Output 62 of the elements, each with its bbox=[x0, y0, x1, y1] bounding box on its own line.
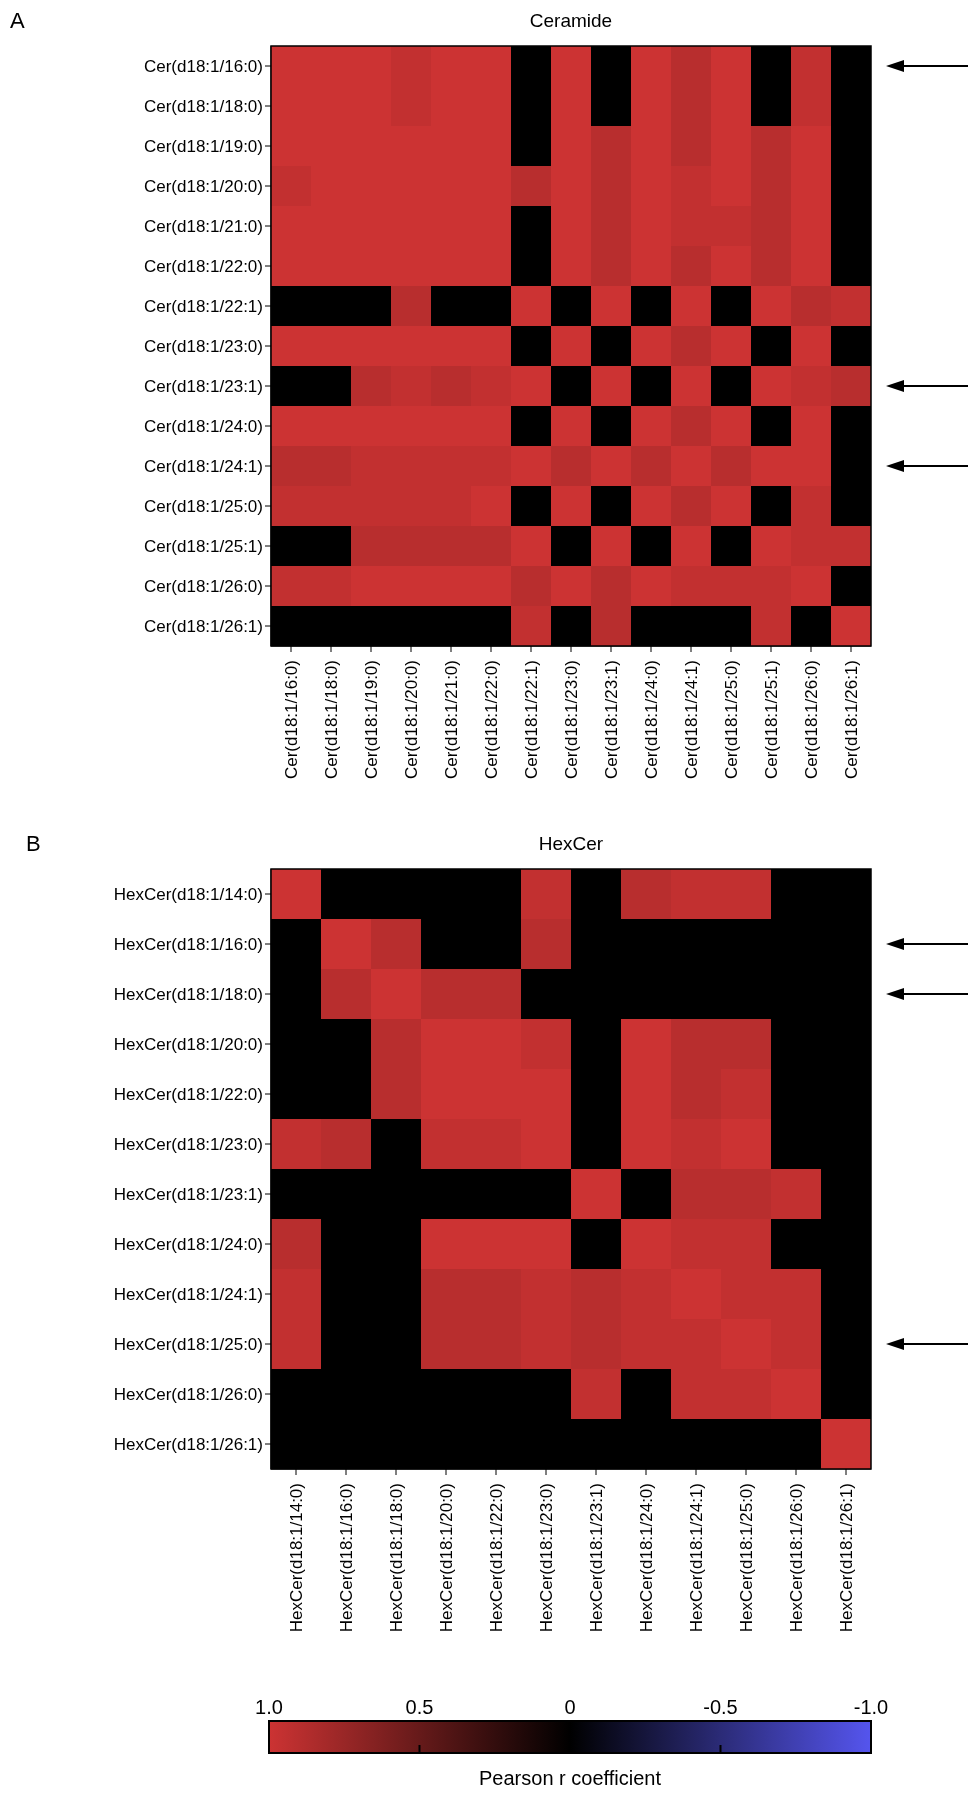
x-tick-label: Cer(d18:1/25:0) bbox=[721, 660, 741, 780]
color-bar-label: 0.5 bbox=[405, 1696, 434, 1718]
y-tick-label: Cer(d18:1/25:0) bbox=[143, 497, 263, 517]
y-tick-label: HexCer(d18:1/20:0) bbox=[113, 1035, 263, 1055]
x-tick-label: Cer(d18:1/19:0) bbox=[361, 660, 381, 780]
y-tick-label: Cer(d18:1/21:0) bbox=[143, 217, 263, 237]
y-tick-label: HexCer(d18:1/23:0) bbox=[113, 1135, 263, 1155]
y-tick-label: Cer(d18:1/24:0) bbox=[143, 417, 263, 437]
y-tick-label: Cer(d18:1/22:0) bbox=[143, 257, 263, 277]
color-bar-title: Pearson r coefficient bbox=[479, 1767, 662, 1789]
x-tick-label: HexCer(d18:1/18:0) bbox=[386, 1483, 406, 1633]
x-tick-label: Cer(d18:1/23:1) bbox=[601, 660, 621, 780]
y-tick-label: Cer(d18:1/26:1) bbox=[143, 617, 263, 637]
x-tick-label: HexCer(d18:1/25:0) bbox=[736, 1483, 756, 1633]
x-tick-label: HexCer(d18:1/24:1) bbox=[686, 1483, 706, 1633]
x-tick-label: Cer(d18:1/20:0) bbox=[401, 660, 421, 780]
y-tick-label: HexCer(d18:1/25:0) bbox=[113, 1335, 263, 1355]
color-bar-label: -0.5 bbox=[703, 1696, 738, 1718]
y-tick-label: Cer(d18:1/23:1) bbox=[143, 377, 263, 397]
y-tick-label: HexCer(d18:1/24:0) bbox=[113, 1235, 263, 1255]
y-tick-label: Cer(d18:1/18:0) bbox=[143, 97, 263, 117]
x-tick-label: Cer(d18:1/22:1) bbox=[521, 660, 541, 780]
y-tick-label: Cer(d18:1/20:0) bbox=[143, 177, 263, 197]
x-tick-label: HexCer(d18:1/20:0) bbox=[436, 1483, 456, 1633]
y-tick-label: Cer(d18:1/25:1) bbox=[143, 537, 263, 557]
y-tick-label: Cer(d18:1/22:1) bbox=[143, 297, 263, 317]
y-tick-label: HexCer(d18:1/23:1) bbox=[113, 1185, 263, 1205]
x-tick-label: Cer(d18:1/26:0) bbox=[801, 660, 821, 780]
y-tick-label: HexCer(d18:1/24:1) bbox=[113, 1285, 263, 1305]
chart-title: HexCer bbox=[537, 833, 605, 855]
x-tick-label: Cer(d18:1/22:0) bbox=[481, 660, 501, 780]
x-tick-label: HexCer(d18:1/26:1) bbox=[836, 1483, 856, 1633]
y-tick-label: HexCer(d18:1/26:0) bbox=[113, 1385, 263, 1405]
y-tick-label: HexCer(d18:1/26:1) bbox=[113, 1435, 263, 1455]
x-tick-label: Cer(d18:1/26:1) bbox=[841, 660, 861, 780]
x-tick-label: HexCer(d18:1/16:0) bbox=[336, 1483, 356, 1633]
x-tick-label: Cer(d18:1/23:0) bbox=[561, 660, 581, 780]
color-bar-label: 1.0 bbox=[255, 1696, 283, 1718]
y-tick-label: Cer(d18:1/19:0) bbox=[143, 137, 263, 157]
y-tick-label: Cer(d18:1/16:0) bbox=[143, 57, 263, 77]
chart-title: Ceramide bbox=[528, 10, 614, 32]
x-tick-label: HexCer(d18:1/24:0) bbox=[636, 1483, 656, 1633]
x-tick-label: Cer(d18:1/24:1) bbox=[681, 660, 701, 780]
y-tick-label: HexCer(d18:1/22:0) bbox=[113, 1085, 263, 1105]
y-tick-label: Cer(d18:1/24:1) bbox=[143, 457, 263, 477]
x-tick-label: Cer(d18:1/21:0) bbox=[441, 660, 461, 780]
x-tick-label: Cer(d18:1/25:1) bbox=[761, 660, 781, 780]
color-bar-label: -1.0 bbox=[853, 1696, 889, 1718]
y-tick-label: HexCer(d18:1/16:0) bbox=[113, 935, 263, 955]
x-tick-label: Cer(d18:1/18:0) bbox=[321, 660, 341, 780]
x-tick-label: HexCer(d18:1/22:0) bbox=[486, 1483, 506, 1633]
y-tick-label: HexCer(d18:1/18:0) bbox=[113, 985, 263, 1005]
x-tick-label: HexCer(d18:1/23:0) bbox=[536, 1483, 556, 1633]
x-tick-label: HexCer(d18:1/26:0) bbox=[786, 1483, 806, 1633]
x-tick-label: Cer(d18:1/24:0) bbox=[641, 660, 661, 780]
color-bar-label: 0 bbox=[564, 1696, 576, 1718]
x-tick-label: HexCer(d18:1/23:1) bbox=[586, 1483, 606, 1633]
text: A bbox=[10, 8, 25, 34]
y-tick-label: Cer(d18:1/26:0) bbox=[143, 577, 263, 597]
y-tick-label: HexCer(d18:1/14:0) bbox=[113, 885, 263, 905]
y-tick-label: Cer(d18:1/23:0) bbox=[143, 337, 263, 357]
text: B bbox=[26, 831, 41, 857]
